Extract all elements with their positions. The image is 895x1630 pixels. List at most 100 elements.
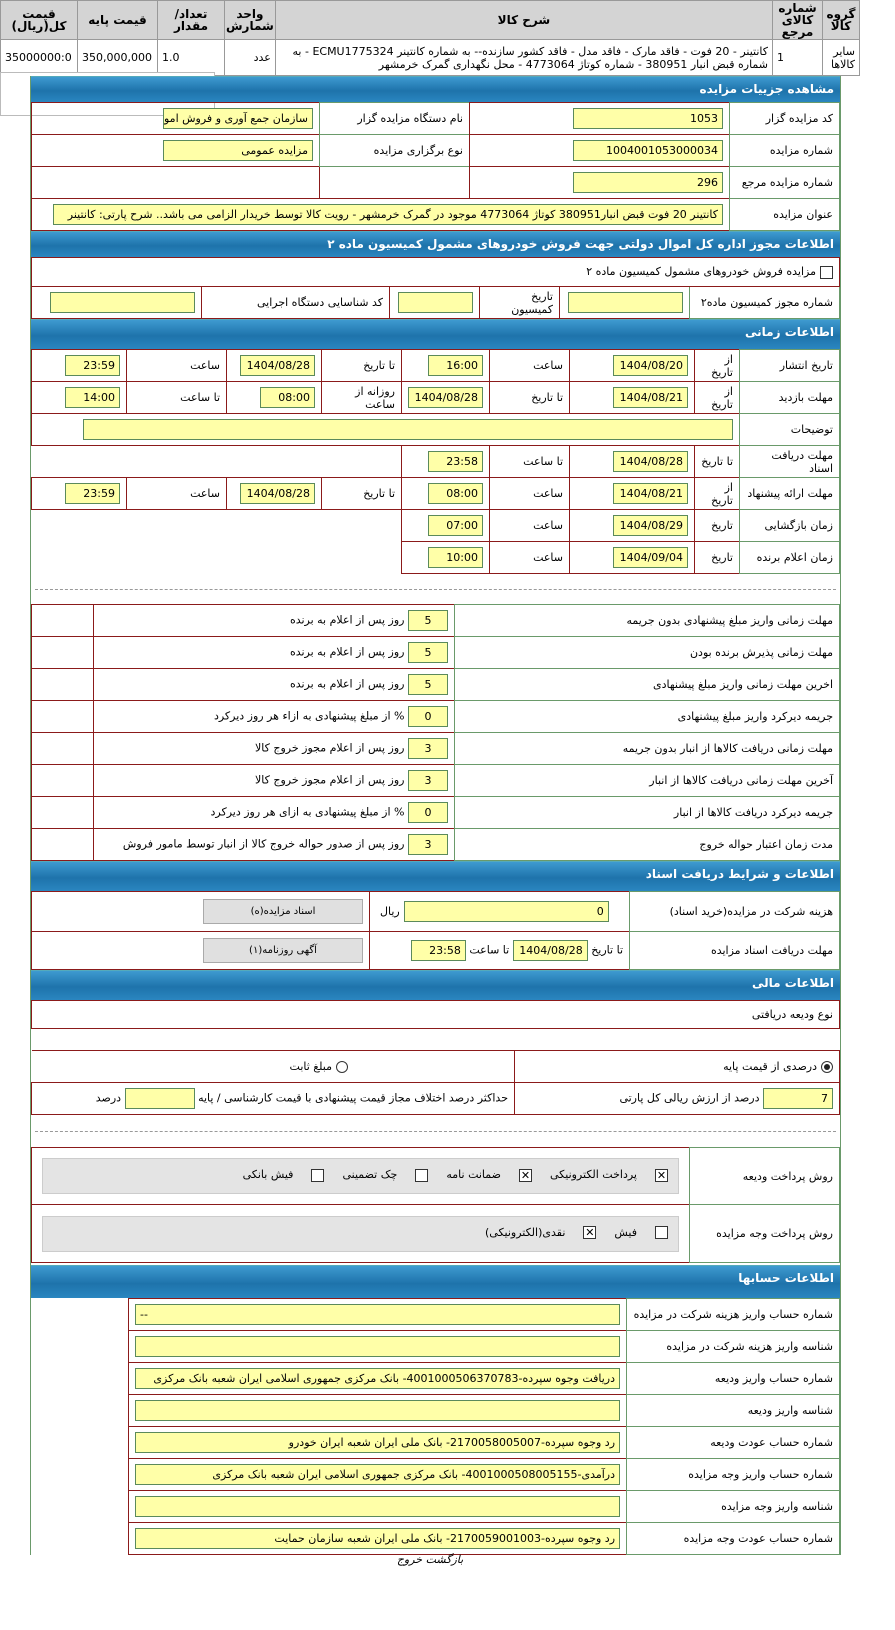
winner-date[interactable]: 1404/09/04 [613, 547, 688, 568]
opening-date[interactable]: 1404/08/29 [613, 515, 688, 536]
penalty-field[interactable]: 3 [408, 834, 448, 855]
subject-field[interactable]: کانتینر 20 فوت قبض انبار380951 کوتاژ 477… [53, 204, 723, 225]
label: شماره حساب واریز ودیعه [626, 1362, 840, 1395]
label: آخرین مهلت زمانی دریافت کالاها از انبار [454, 764, 840, 797]
max-diff-field[interactable] [124, 1088, 195, 1109]
permit-checkbox[interactable] [820, 265, 833, 279]
opening-time[interactable]: 07:00 [428, 515, 483, 536]
method-checkbox[interactable] [655, 1226, 668, 1239]
publish-from[interactable]: 1404/08/20 [613, 355, 688, 376]
fixed-radio[interactable] [336, 1061, 348, 1073]
notes-field[interactable] [83, 419, 733, 440]
permit-table: مزایده فروش خودروهای مشمول کمیسیون ماده … [31, 257, 840, 319]
documents-header: اطلاعات و شرایط دریافت اسناد [31, 861, 840, 891]
docs-time[interactable]: 23:58 [428, 451, 483, 472]
penalties-table: مهلت زمانی واریز مبلغ پیشنهادی بدون جریم… [31, 604, 840, 861]
label: درصدی از قیمت پایه [723, 1060, 817, 1073]
label: شناسه واریز وجه مزایده [626, 1490, 840, 1523]
docs-deadline-date[interactable]: 1404/08/28 [512, 940, 588, 961]
newspaper-ad-button[interactable]: آگهی روزنامه(۱) [203, 938, 363, 963]
empty-cell [32, 1331, 129, 1363]
offer-time[interactable]: 08:00 [428, 483, 483, 504]
back-link[interactable]: بازگشت خروج [396, 1553, 464, 1566]
cell-base-price: 350,000,000 [77, 39, 158, 76]
account-field[interactable]: -- [135, 1304, 621, 1325]
penalty-value-cell: 0 % از مبلغ پیشنهادی به ازاء هر روز دیرک… [93, 700, 455, 733]
penalty-suffix: % از مبلغ پیشنهادی به ازاء هر روز دیرکرد [213, 709, 405, 723]
account-value-cell: -- [128, 1298, 628, 1331]
cell-unit: عدد [224, 39, 276, 76]
publish-time2[interactable]: 23:59 [65, 355, 120, 376]
method-label: فیش بانکی [242, 1168, 294, 1181]
offer-time2[interactable]: 23:59 [65, 483, 120, 504]
penalty-field[interactable]: 5 [408, 674, 448, 695]
publish-time[interactable]: 16:00 [428, 355, 483, 376]
account-field[interactable]: رد وجوه سپرده-2170058005007- بانک ملی ای… [135, 1432, 621, 1453]
visit-until[interactable]: 14:00 [65, 387, 120, 408]
offer-to[interactable]: 1404/08/28 [240, 483, 315, 504]
visit-daily[interactable]: 08:00 [260, 387, 315, 408]
penalty-suffix: % از مبلغ پیشنهادی به ازای هر روز دیرکرد [210, 805, 405, 819]
account-field[interactable] [135, 1400, 621, 1421]
method-checkbox[interactable] [311, 1168, 325, 1182]
label: شماره حساب عودت وجه مزایده [626, 1522, 840, 1555]
timing-table: تاریخ انتشار از تاریخ 1404/08/20 ساعت 16… [31, 349, 840, 574]
label: توضیحات [739, 413, 840, 446]
account-value-cell [128, 1394, 628, 1427]
offer-from[interactable]: 1404/08/21 [613, 483, 688, 504]
label: روش پرداخت وجه مزایده [689, 1204, 840, 1263]
label: تا تاریخ [591, 943, 623, 957]
method-checkbox[interactable]: ✕ [519, 1168, 532, 1182]
label: روش پرداخت ودیعه [689, 1147, 840, 1205]
penalty-field[interactable]: 5 [408, 642, 448, 663]
empty-cell [31, 764, 94, 797]
org-field[interactable]: سازمان جمع آوری و فروش امو [163, 108, 313, 129]
label: شماره حساب عودت ودیعه [626, 1426, 840, 1459]
ref-field[interactable]: 296 [573, 172, 723, 193]
penalty-field[interactable]: 3 [408, 770, 448, 791]
winner-time[interactable]: 10:00 [428, 547, 483, 568]
number-field[interactable]: 1004001053000034 [573, 140, 723, 161]
col-base-price: قیمت پایه [77, 0, 158, 40]
visit-to[interactable]: 1404/08/28 [408, 387, 483, 408]
label: تا تاریخ [321, 349, 402, 382]
account-field[interactable] [135, 1496, 621, 1517]
method-checkbox[interactable] [415, 1168, 429, 1182]
method-checkbox[interactable]: ✕ [655, 1168, 668, 1182]
visit-from[interactable]: 1404/08/21 [613, 387, 688, 408]
permit-no-field[interactable] [568, 292, 683, 313]
publish-to[interactable]: 1404/08/28 [240, 355, 315, 376]
label: ساعت [489, 541, 570, 574]
penalty-field[interactable]: 0 [408, 802, 448, 823]
docs-deadline-time[interactable]: 23:58 [410, 940, 466, 961]
method-checkbox[interactable]: ✕ [583, 1226, 597, 1239]
account-field[interactable] [135, 1336, 621, 1357]
account-value-cell: درآمدی-4001000508005155- بانک مرکزی جمهو… [128, 1458, 628, 1491]
code-field[interactable]: 1053 [573, 108, 723, 129]
penalty-field[interactable]: 5 [408, 610, 448, 631]
fee-unit: ریال [380, 905, 400, 918]
method-option: ✕ ضمانت نامه [446, 1168, 532, 1182]
account-field[interactable]: دریافت وجوه سپرده-4001000506370783- بانک… [135, 1368, 621, 1389]
percent-field[interactable]: 7 [763, 1088, 833, 1109]
financial-header: اطلاعات مالی [31, 970, 840, 1000]
auction-docs-button[interactable]: اسناد مزایده(ه) [203, 899, 363, 924]
penalty-field[interactable]: 0 [408, 706, 448, 727]
percent-radio[interactable] [821, 1061, 833, 1073]
method-option: ✕ پرداخت الکترونیکی [550, 1168, 668, 1182]
account-field[interactable]: رد وجوه سپرده-2170059001003- بانک ملی ای… [135, 1528, 621, 1549]
label: درصد از ارزش ریالی کل پارتی [619, 1091, 760, 1105]
label: حداکثر درصد اختلاف مجاز قیمت پیشنهادی با… [198, 1091, 508, 1105]
label: شماره مزایده [729, 134, 840, 167]
account-value-cell: رد وجوه سپرده-2170058005007- بانک ملی ای… [128, 1426, 628, 1459]
penalty-field[interactable]: 3 [408, 738, 448, 759]
type-field[interactable]: مزایده عمومی [163, 140, 313, 161]
docs-to[interactable]: 1404/08/28 [613, 451, 688, 472]
penalty-suffix: روز پس از اعلام به برنده [289, 677, 405, 691]
account-field[interactable]: درآمدی-4001000508005155- بانک مرکزی جمهو… [135, 1464, 621, 1485]
permit-date-field[interactable] [398, 292, 473, 313]
account-row: شماره حساب واریز هزینه شرکت در مزایده -- [32, 1298, 840, 1331]
exec-code-field[interactable] [50, 292, 195, 313]
penalty-suffix: روز پس از اعلام به برنده [289, 645, 405, 659]
fee-field[interactable]: 0 [403, 901, 609, 922]
